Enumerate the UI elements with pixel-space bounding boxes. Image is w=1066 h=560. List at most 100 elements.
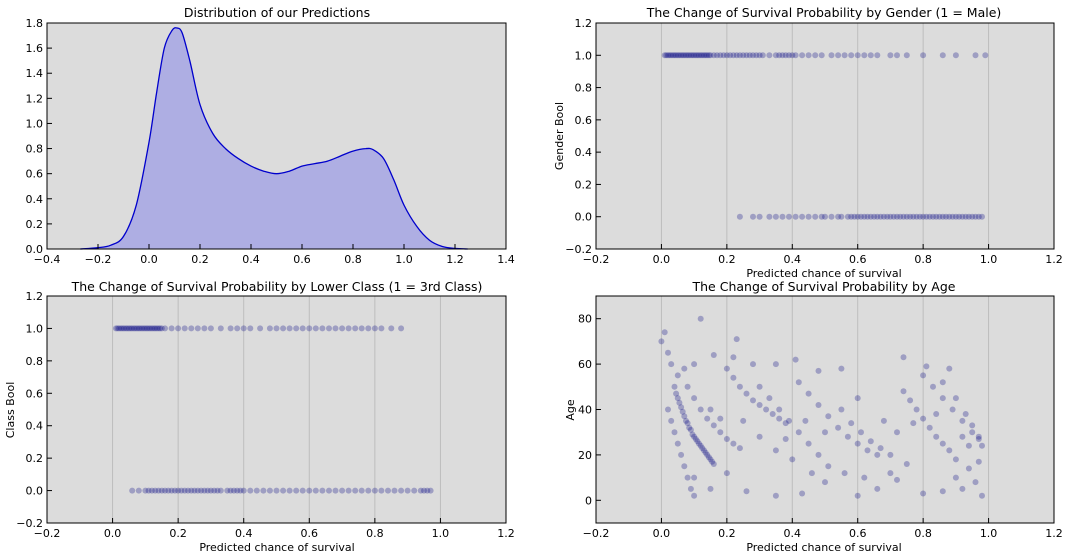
x-tick-label: 0.8 [344, 253, 362, 266]
scatter-point [191, 487, 198, 494]
scatter-point [696, 440, 702, 447]
chart-survival-by-gender: The Change of Survival Probability by Ge… [553, 5, 1063, 280]
scatter-point [818, 52, 825, 59]
scatter-point [864, 447, 871, 454]
scatter-point [795, 379, 802, 386]
scatter-point [157, 325, 164, 332]
scatter-point [717, 52, 724, 59]
y-tick-label: 0.0 [26, 485, 44, 498]
scatter-point [112, 325, 119, 332]
scatter-point [697, 315, 704, 322]
scatter-point [280, 325, 287, 332]
scatter-point [854, 213, 861, 220]
scatter-point [736, 383, 743, 390]
scatter-point [805, 390, 812, 397]
x-tick-label: 1.4 [497, 253, 515, 266]
scatter-point [952, 213, 959, 220]
x-tick-label: 0.8 [914, 527, 932, 540]
scatter-point [417, 487, 424, 494]
scatter-point [188, 325, 195, 332]
scatter-point [769, 411, 776, 417]
scatter-point [681, 52, 688, 59]
scatter-point [979, 492, 985, 499]
y-tick-label: 0.2 [26, 218, 44, 231]
scatter-point [299, 325, 306, 332]
scatter-point [178, 487, 185, 494]
scatter-point [424, 487, 431, 494]
scatter-point [704, 415, 711, 422]
scatter-point [398, 325, 405, 332]
scatter-point [838, 365, 845, 372]
scatter-point [926, 213, 933, 220]
scatter-point [129, 487, 136, 494]
y-tick-label: 0.4 [26, 420, 44, 433]
scatter-points [112, 325, 434, 494]
scatter-point [114, 325, 121, 332]
scatter-point [759, 52, 766, 59]
scatter-point [683, 417, 689, 424]
scatter-point [848, 420, 855, 427]
scatter-point [697, 406, 704, 413]
scatter-point [835, 424, 842, 431]
scatter-point [792, 213, 799, 220]
scatter-point [979, 442, 985, 449]
scatter-point [665, 349, 671, 356]
scatter-point [933, 411, 940, 417]
scatter-point [841, 52, 848, 59]
x-tick-label: −0.4 [34, 253, 61, 266]
scatter-point [684, 383, 691, 390]
x-tick-label: 0.4 [242, 253, 260, 266]
chart-title: The Change of Survival Probability by Ag… [692, 279, 956, 294]
y-tick-label: 1.2 [575, 17, 593, 30]
scatter-point [802, 417, 809, 424]
y-tick-label: 1.6 [26, 42, 44, 55]
scatter-point [867, 438, 874, 445]
scatter-point [358, 325, 365, 332]
scatter-point [730, 52, 737, 59]
scatter-point [930, 213, 936, 220]
scatter-point [194, 487, 201, 494]
x-tick-label: −0.2 [583, 527, 610, 540]
scatter-point [312, 487, 319, 494]
scatter-point [851, 213, 858, 220]
scatter-point [266, 325, 273, 332]
scatter-point [142, 325, 149, 332]
x-tick-label: 0.2 [718, 527, 736, 540]
scatter-point [949, 213, 956, 220]
scatter-point [286, 325, 293, 332]
scatter-point [679, 408, 686, 415]
scatter-point [661, 52, 668, 59]
y-tick-label: 0.6 [575, 114, 593, 127]
y-tick-label: 80 [578, 313, 592, 326]
scatter-point [959, 433, 966, 440]
scatter-point [786, 52, 792, 59]
scatter-point [696, 52, 702, 59]
scatter-point [709, 458, 716, 465]
scatter-point [979, 213, 985, 220]
scatter-point [116, 325, 123, 332]
scatter-point [207, 325, 214, 332]
scatter-point [877, 445, 884, 452]
scatter-point [743, 488, 750, 495]
x-tick-label: −0.2 [34, 527, 61, 540]
scatter-point [874, 213, 881, 220]
scatter-points [661, 52, 989, 220]
scatter-point [145, 325, 152, 332]
scatter-point [135, 325, 142, 332]
scatter-point [306, 325, 313, 332]
scatter-point [326, 325, 332, 332]
scatter-point [299, 487, 306, 494]
scatter-point [939, 213, 946, 220]
scatter-point [894, 52, 900, 59]
scatter-point [668, 361, 675, 368]
scatter-point [805, 440, 812, 447]
scatter-point [756, 52, 763, 59]
scatter-point [763, 406, 770, 413]
scatter-point [385, 487, 391, 494]
y-tick-label: 0.0 [575, 211, 593, 224]
y-tick-label: 0.0 [26, 243, 44, 256]
scatter-point [750, 213, 756, 220]
scatter-point [144, 325, 150, 332]
scatter-point [756, 433, 763, 440]
scatter-point [286, 487, 293, 494]
